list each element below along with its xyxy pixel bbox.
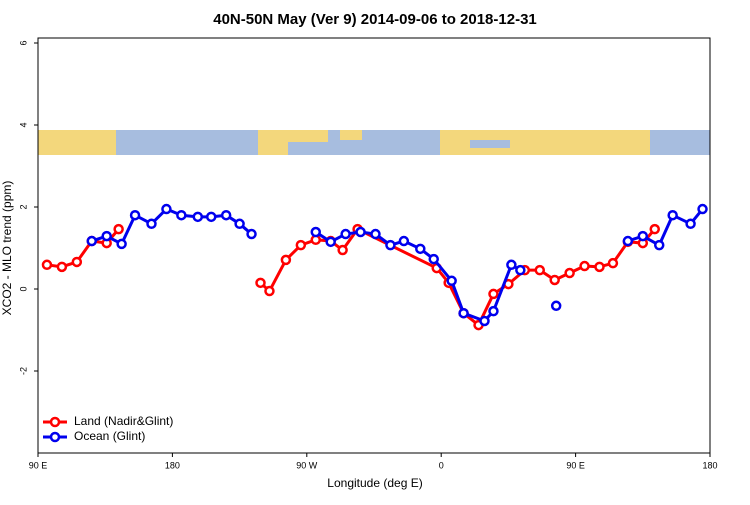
data-point (667, 209, 678, 221)
data-point (246, 228, 257, 240)
data-point (310, 226, 322, 238)
data-point (534, 264, 546, 276)
x-tick-label: 180 (702, 460, 717, 470)
x-tick-label: 180 (165, 460, 180, 470)
data-point (579, 260, 590, 272)
data-point (205, 211, 217, 223)
x-tick-label: 90 W (296, 460, 318, 470)
data-point (146, 218, 157, 230)
data-point (622, 235, 634, 247)
data-point (86, 235, 98, 247)
data-point (685, 218, 696, 230)
data-point (337, 244, 348, 256)
data-point (549, 274, 560, 286)
world-map-strip (38, 130, 710, 155)
y-tick-label: 2 (18, 204, 28, 209)
data-point (479, 315, 490, 327)
data-point (653, 239, 665, 251)
data-point (264, 285, 275, 297)
data-point (637, 230, 649, 242)
chart-title: 40N-50N May (Ver 9) 2014-09-06 to 2018-1… (213, 11, 537, 28)
data-point (192, 211, 204, 223)
x-tick-label: 0 (439, 460, 444, 470)
legend-label: Ocean (Glint) (74, 429, 145, 443)
data-point (488, 305, 499, 317)
y-tick-label: 0 (18, 286, 28, 291)
data-point (129, 209, 141, 221)
data-point (355, 226, 366, 238)
data-point (295, 239, 307, 251)
data-point (385, 239, 396, 251)
data-point (113, 223, 124, 235)
x-tick-label: 90 E (566, 460, 585, 470)
y-tick-label: 4 (18, 122, 28, 127)
data-point (428, 253, 439, 265)
series-line (46, 227, 656, 327)
x-tick-label: 90 E (29, 460, 48, 470)
data-point (506, 259, 517, 271)
data-point (398, 235, 410, 247)
data-point (234, 218, 245, 230)
data-point (515, 264, 526, 276)
data-point (71, 256, 83, 268)
data-point (101, 230, 112, 242)
data-point (116, 238, 127, 250)
legend: Land (Nadir&Glint) Ocean (Glint) (43, 414, 173, 443)
data-point (340, 228, 351, 240)
data-point (370, 228, 381, 240)
y-axis-label: XCO2 - MLO trend (ppm) (0, 181, 14, 316)
data-point (594, 261, 605, 273)
plot-frame (37, 37, 711, 454)
data-point (458, 307, 469, 319)
data-point (697, 203, 708, 215)
y-tick-label: 6 (18, 40, 28, 45)
data-point (607, 257, 619, 269)
data-point (446, 275, 457, 287)
data-point (649, 223, 660, 235)
data-point (564, 267, 575, 279)
data-point (550, 300, 562, 312)
data-point (176, 209, 187, 221)
data-point (255, 277, 266, 289)
data-point (325, 236, 336, 248)
data-point (488, 288, 499, 300)
data-point (56, 261, 68, 273)
data-point (280, 254, 292, 266)
data-point (41, 259, 53, 271)
legend-label: Land (Nadir&Glint) (74, 414, 173, 428)
y-tick-label: -2 (18, 367, 28, 375)
x-axis-label: Longitude (deg E) (327, 476, 422, 490)
data-point (220, 209, 232, 221)
data-point (415, 243, 426, 255)
data-point (161, 203, 172, 215)
